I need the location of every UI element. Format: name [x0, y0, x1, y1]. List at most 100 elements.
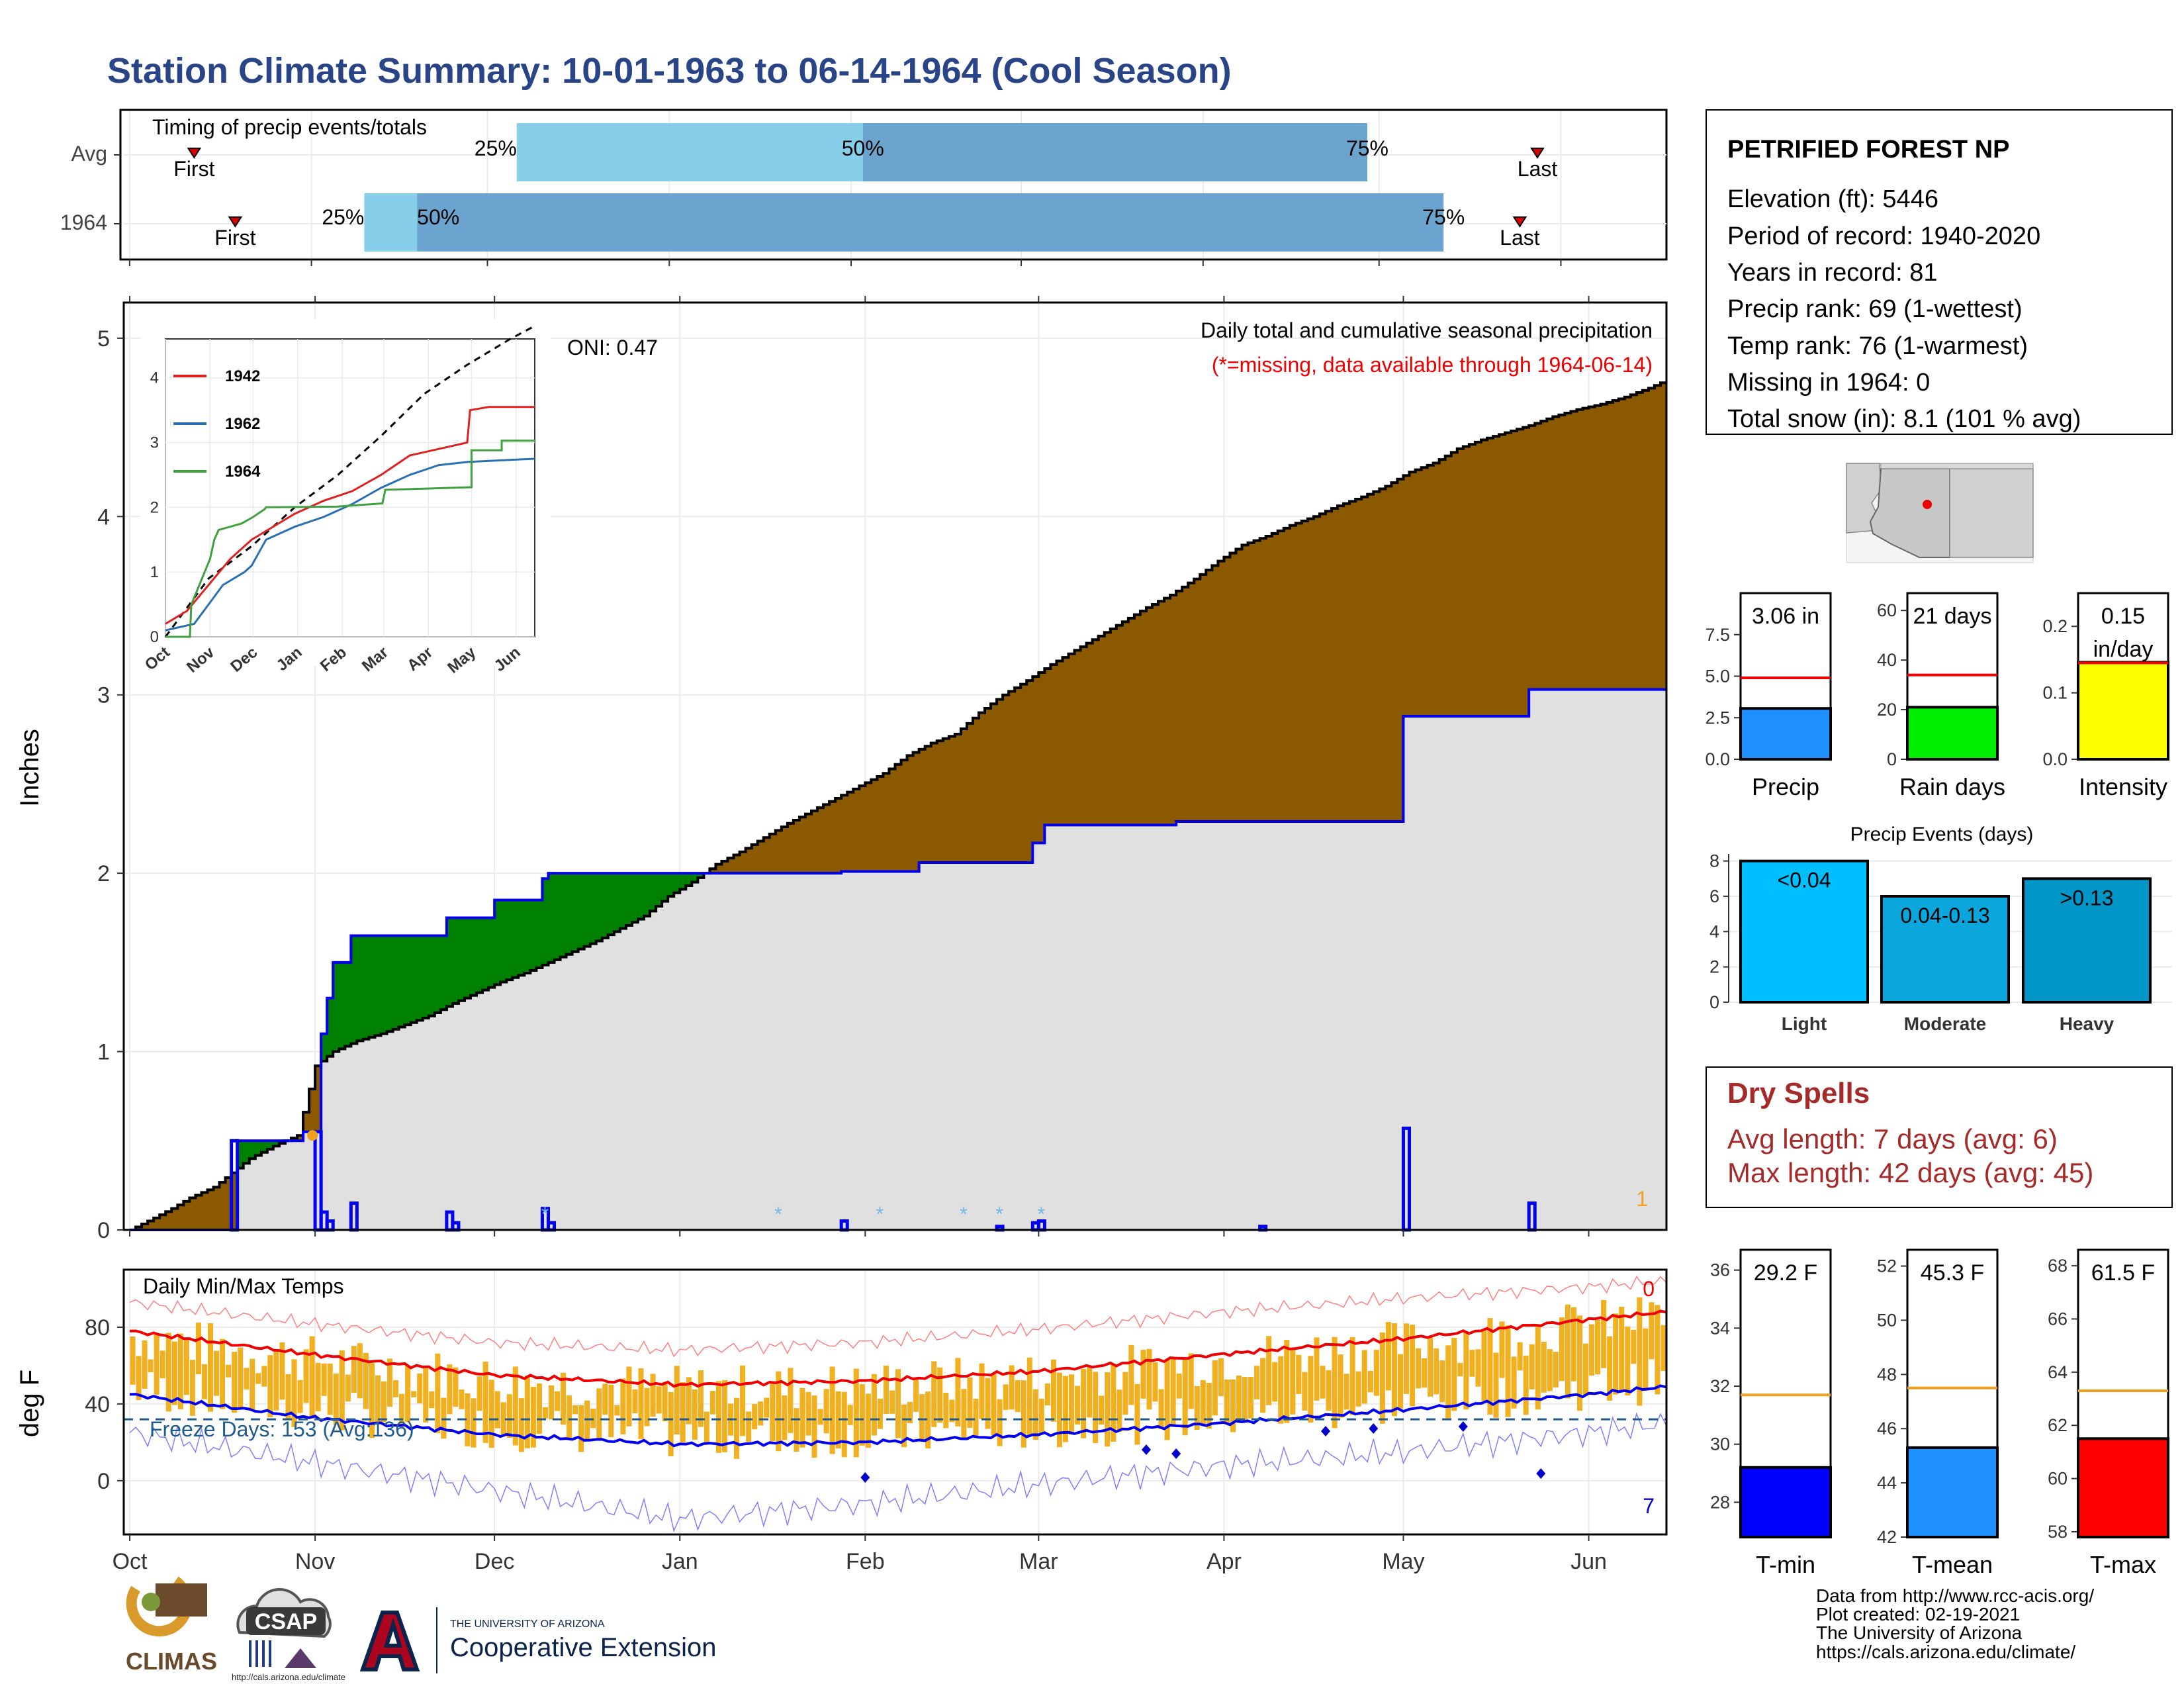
csap-mountain — [285, 1648, 316, 1668]
ua-a-mark — [359, 1611, 420, 1671]
footer-line-4: https://cals.arizona.edu/climate/ — [1816, 1642, 2075, 1662]
timing-axis-ticks — [114, 154, 1562, 266]
temp-daily-bar — [1009, 1365, 1015, 1410]
raindays_gauge-xlabel: Rain days — [1899, 773, 2005, 800]
temp-daily-bar — [1182, 1358, 1188, 1436]
temp-daily-bar — [1373, 1350, 1379, 1396]
cumulative-1964-line — [130, 688, 1666, 1231]
events-category-label: Moderate — [1904, 1013, 1986, 1034]
raindays_gauge-tick-label: 0 — [1887, 749, 1897, 769]
temp-daily-bar — [1021, 1380, 1026, 1448]
tmax_gauge-bar — [2077, 1437, 2169, 1538]
temp-daily-bar — [411, 1391, 417, 1397]
footer-line-2: Plot created: 02-19-2021 — [1816, 1604, 2020, 1624]
timing-bars: 25% 50% 75% First Last 25% 50% 75% First Last — [173, 123, 1557, 252]
temp-daily-bar — [1212, 1360, 1218, 1416]
temp-daily-bar — [1026, 1357, 1032, 1436]
temp-daily-bar — [1349, 1336, 1355, 1415]
temp-daily-bar — [865, 1393, 871, 1448]
temp-daily-bar — [686, 1377, 692, 1425]
temp-daily-bar — [698, 1370, 704, 1427]
main-axes: 0 1 2 3 4 5 — [97, 296, 1590, 1243]
temp-daily-bar — [435, 1353, 441, 1433]
temp-daily-bar — [244, 1368, 250, 1390]
temp-daily-bar — [949, 1399, 955, 1423]
temp-daily-bar — [1643, 1328, 1649, 1391]
main-y-tick-label: 0 — [97, 1218, 110, 1243]
ua-extension-text: Cooperative Extension — [450, 1633, 716, 1662]
temp-daily-bar — [524, 1375, 530, 1448]
csap-url: http://cals.arizona.edu/climate — [232, 1672, 345, 1682]
timing-p25-label: 25% — [475, 136, 517, 160]
timing-row-label-avg: Avg — [71, 142, 107, 165]
intensity_gauge-xlabel: Intensity — [2079, 773, 2167, 800]
temp-daily-bar — [548, 1385, 555, 1420]
inset-y-tick-label: 3 — [150, 434, 159, 452]
raindays_gauge-tick-label: 60 — [1877, 600, 1897, 620]
temp-daily-bar — [189, 1360, 195, 1416]
tmean_gauge-tick-label: 44 — [1877, 1473, 1897, 1493]
temp-daily-bar — [154, 1335, 159, 1395]
temp-daily-bar — [1176, 1373, 1182, 1399]
temp-daily-bar — [1457, 1362, 1463, 1377]
temp-daily-bar — [835, 1391, 841, 1449]
temp-daily-bar — [1284, 1340, 1290, 1423]
events-y-tick-label: 0 — [1709, 992, 1719, 1012]
temp-daily-bar — [997, 1399, 1003, 1446]
temp-daily-bar — [602, 1383, 608, 1415]
temp-daily-bar — [1326, 1370, 1332, 1411]
temp-daily-bar — [399, 1393, 405, 1426]
temp-x-tick-label: Nov — [295, 1549, 335, 1574]
tmin_gauge-tick-label: 36 — [1710, 1260, 1730, 1280]
timing-row-label-1964: 1964 — [60, 211, 107, 234]
main-y-tick-label: 3 — [97, 683, 110, 708]
temp-daily-bar — [1056, 1372, 1062, 1448]
temp-daily-bar — [482, 1362, 488, 1443]
precip-events-title: Precip Events (days) — [1850, 823, 2034, 845]
temp-daily-bar — [1559, 1317, 1565, 1382]
temp-daily-bar — [650, 1374, 656, 1417]
temp-plot-frame — [122, 1268, 1668, 1536]
temp-daily-bar — [859, 1384, 865, 1446]
temp-daily-bar — [226, 1364, 232, 1378]
temp-daily-bar — [740, 1365, 746, 1436]
temp-daily-bar — [238, 1347, 244, 1409]
temp-daily-bar — [357, 1343, 363, 1399]
temp-daily-bar — [1003, 1384, 1009, 1410]
temperature-chart: 0 40 80 Oct Nov Dec Jan Feb Mar Apr May Jun Daily M… — [15, 1268, 1668, 1574]
inset-legend-label: 1962 — [225, 415, 260, 433]
temp-daily-bar — [1529, 1344, 1535, 1389]
temp-daily-bar — [267, 1355, 273, 1418]
temp-daily-bar — [715, 1381, 721, 1453]
temp-daily-bar — [871, 1374, 877, 1436]
raindays_gauge-tick-label: 20 — [1877, 700, 1897, 720]
precip_gauge-tick-label: 7.5 — [1705, 625, 1730, 645]
snow-marker: * — [960, 1203, 968, 1225]
temp-daily-bar — [494, 1391, 500, 1429]
temp-daily-bar — [943, 1393, 949, 1429]
temp-daily-bar — [1631, 1329, 1637, 1364]
main-y-tick-label: 5 — [97, 326, 110, 352]
temp-daily-bar — [1565, 1304, 1570, 1399]
temp-daily-bar — [1410, 1325, 1416, 1407]
temp-daily-bar — [1433, 1348, 1439, 1395]
temp-daily-bar — [536, 1383, 542, 1434]
record-low-marker — [1369, 1423, 1379, 1434]
temp-daily-bar — [165, 1333, 171, 1412]
temp-daily-bar — [321, 1363, 327, 1396]
tmean_gauge-tick-label: 48 — [1877, 1364, 1897, 1384]
temp-daily-bar — [1290, 1347, 1296, 1415]
temp-daily-bar — [309, 1336, 315, 1419]
temp-daily-bar — [1463, 1331, 1469, 1410]
temp-daily-bar — [1308, 1356, 1314, 1423]
temp-daily-bar — [632, 1389, 638, 1414]
tmean_gauge-bar — [1906, 1446, 1999, 1538]
temp-daily-bar — [1661, 1325, 1666, 1372]
snow-marker: * — [876, 1203, 884, 1225]
temp-daily-bar — [817, 1409, 823, 1425]
temp-daily-bar — [1439, 1360, 1445, 1403]
temp-daily-bar — [620, 1378, 626, 1434]
timing-panel: 25% 50% 75% First Last 25% 50% 75% First Last Tim… — [60, 109, 1668, 266]
temp-daily-bar — [488, 1380, 494, 1448]
